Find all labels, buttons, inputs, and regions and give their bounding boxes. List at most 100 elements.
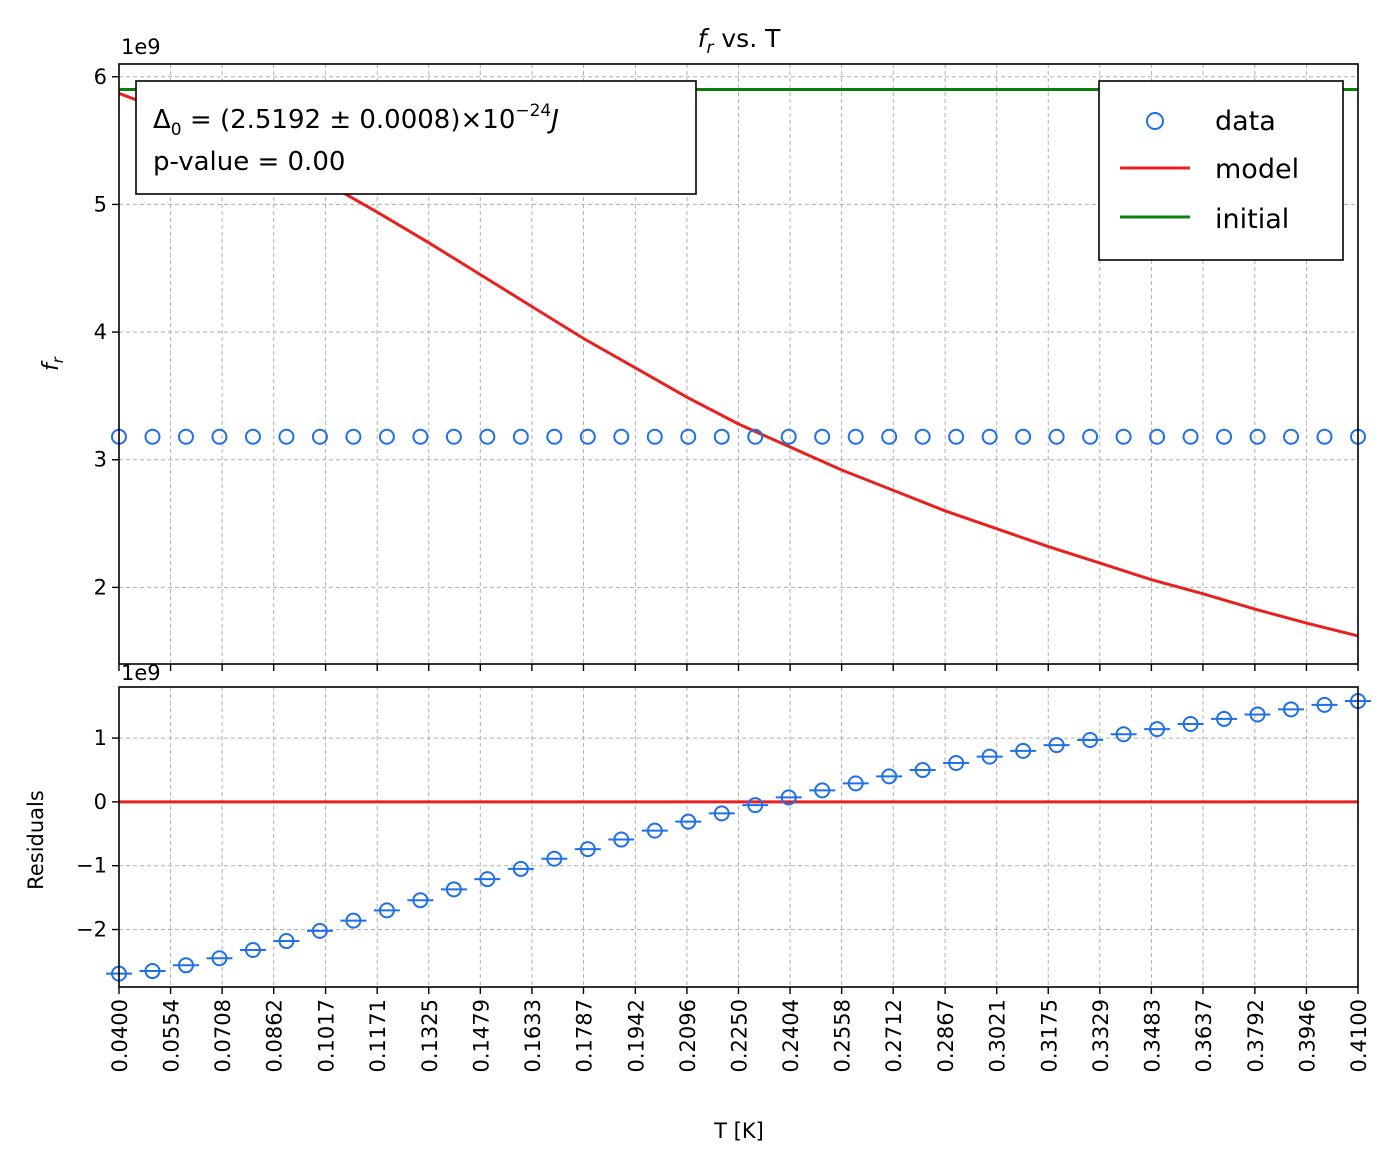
data-point-31 [1149, 428, 1166, 445]
residual-point-15 [613, 831, 630, 848]
residuals-y-ticks: −2 −1 0 1 [76, 726, 119, 942]
data-point-7 [345, 428, 362, 445]
residual-point-30 [1115, 726, 1132, 743]
residual-point-23 [881, 768, 898, 785]
xtick-label-19: 0.3329 [1089, 999, 1113, 1072]
top-ytick-label-0: 2 [94, 575, 107, 599]
residual-point-22 [847, 775, 864, 792]
residual-point-28 [1048, 737, 1065, 754]
residual-point-12 [512, 860, 529, 877]
residual-point-13 [546, 850, 563, 867]
legend: data model initial [1098, 80, 1344, 261]
residual-point-18 [713, 805, 730, 822]
data-point-32 [1182, 428, 1199, 445]
xtick-label-11: 0.2096 [676, 999, 700, 1072]
residual-point-16 [646, 822, 663, 839]
data-point-26 [981, 428, 998, 445]
data-point-28 [1048, 428, 1065, 445]
residual-point-20 [780, 789, 797, 806]
data-point-3 [211, 428, 228, 445]
residual-point-36 [1316, 696, 1333, 713]
data-point-4 [244, 428, 261, 445]
data-point-15 [613, 428, 630, 445]
residuals-y-axis-label: Residuals [24, 790, 48, 890]
xtick-label-13: 0.2404 [779, 999, 803, 1072]
data-point-25 [948, 428, 965, 445]
data-point-11 [479, 428, 496, 445]
data-point-36 [1316, 428, 1333, 445]
residuals-ytick-label-2: 0 [94, 790, 107, 814]
legend-data-marker [1146, 112, 1164, 130]
xtick-label-16: 0.2867 [934, 999, 958, 1072]
data-point-27 [1015, 428, 1032, 445]
residuals-grid [118, 687, 1359, 987]
delta-exponent: −24 [515, 101, 551, 121]
xtick-label-22: 0.3792 [1244, 999, 1268, 1072]
residual-point-27 [1015, 742, 1032, 759]
data-point-12 [512, 428, 529, 445]
residual-point-31 [1149, 721, 1166, 738]
residual-point-25 [948, 754, 965, 771]
data-point-16 [646, 428, 663, 445]
data-point-17 [680, 428, 697, 445]
top-offset-label: 1e9 [121, 35, 161, 59]
residual-point-4 [244, 941, 261, 958]
xtick-label-24: 0.4100 [1347, 999, 1371, 1072]
residual-point-10 [445, 881, 462, 898]
residuals-ytick-label-1: −1 [76, 854, 107, 878]
data-point-35 [1283, 428, 1300, 445]
top-ytick-label-4: 6 [94, 65, 107, 89]
data-point-8 [378, 428, 395, 445]
data-point-13 [546, 428, 563, 445]
data-point-33 [1216, 428, 1233, 445]
residual-point-24 [914, 761, 931, 778]
xtick-label-18: 0.3175 [1037, 999, 1061, 1072]
residual-point-17 [680, 813, 697, 830]
data-point-34 [1249, 428, 1266, 445]
x-axis-label: T [K] [713, 1119, 764, 1143]
top-ytick-label-2: 4 [94, 320, 107, 344]
residual-point-6 [311, 922, 328, 939]
data-point-24 [914, 428, 931, 445]
legend-model-label: model [1215, 154, 1299, 185]
data-point-22 [847, 428, 864, 445]
residuals-ytick-label-0: −2 [76, 918, 107, 942]
data-point-6 [311, 428, 328, 445]
xtick-label-0: 0.0400 [108, 999, 132, 1072]
ylabel-main: f [39, 360, 64, 371]
data-point-19 [747, 428, 764, 445]
data-point-2 [177, 428, 194, 445]
xtick-label-5: 0.1171 [366, 999, 390, 1072]
xtick-label-17: 0.3021 [986, 999, 1010, 1072]
data-point-14 [579, 428, 596, 445]
residual-point-3 [211, 950, 228, 967]
data-point-1 [144, 428, 161, 445]
xtick-label-1: 0.0554 [160, 999, 184, 1072]
xtick-label-14: 0.2558 [831, 999, 855, 1072]
xtick-label-6: 0.1325 [418, 999, 442, 1072]
legend-data-label: data [1215, 106, 1276, 137]
data-point-18 [713, 428, 730, 445]
data-point-20 [780, 428, 797, 445]
xtick-label-12: 0.2250 [728, 999, 752, 1072]
top-ytick-label-3: 5 [94, 192, 107, 216]
xtick-label-20: 0.3483 [1140, 999, 1164, 1072]
fit-annotation-box: Δ0 = (2.5192 ± 0.0008)×10−24J p-value = … [135, 80, 697, 195]
residual-point-26 [981, 748, 998, 765]
top-y-ticks: 2 3 4 5 6 [94, 65, 119, 599]
residual-point-32 [1182, 716, 1199, 733]
xtick-label-4: 0.1017 [315, 999, 339, 1072]
residual-point-2 [177, 957, 194, 974]
residual-point-11 [479, 871, 496, 888]
residual-point-35 [1283, 701, 1300, 718]
data-point-10 [445, 428, 462, 445]
data-point-30 [1115, 428, 1132, 445]
residual-point-9 [412, 892, 429, 909]
residual-point-1 [144, 963, 161, 980]
xtick-label-21: 0.3637 [1192, 999, 1216, 1072]
annotation-line2: p-value = 0.00 [153, 147, 345, 177]
delta-value: = (2.5192 ± 0.0008)×10 [182, 105, 516, 135]
data-point-9 [412, 428, 429, 445]
annotation-line1: Δ0 = (2.5192 ± 0.0008)×10−24J [153, 101, 559, 140]
